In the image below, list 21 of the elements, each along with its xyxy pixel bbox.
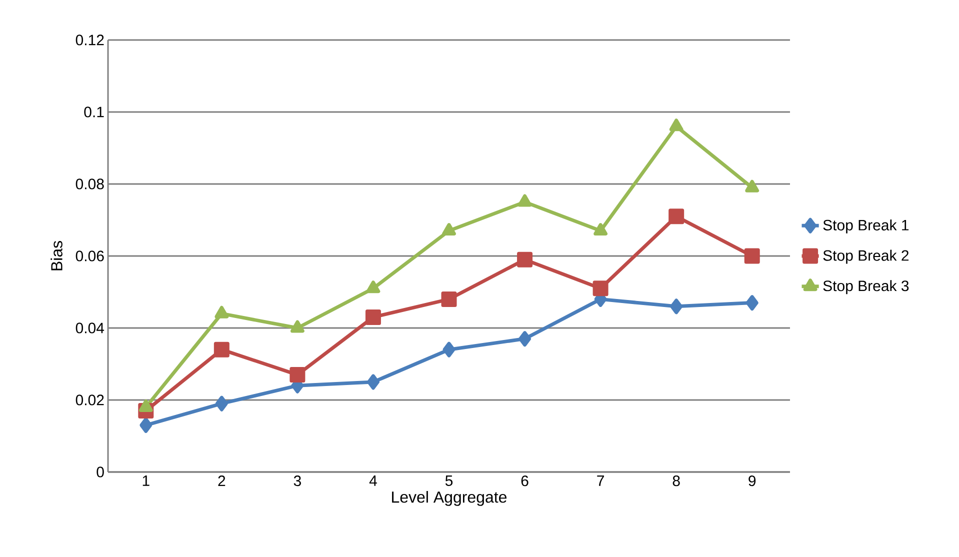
y-tick-label: 0.12	[76, 34, 104, 46]
x-tick-label: 2	[218, 476, 226, 486]
y-tick-label: 0.06	[76, 250, 104, 262]
x-tick-label: 7	[597, 476, 604, 486]
x-tick-label: 1	[142, 476, 150, 486]
x-tick-label: 4	[369, 476, 377, 486]
x-tick-label: 5	[445, 476, 453, 486]
x-tick-label: 9	[748, 476, 756, 486]
y-tick-label: 0.1	[84, 106, 104, 118]
legend-label: Stop Break 2	[823, 250, 909, 264]
legend-label: Stop Break 1	[823, 219, 909, 234]
y-tick-label: 0.02	[76, 394, 104, 406]
x-tick-label: 8	[672, 476, 680, 486]
x-tick-label: 6	[521, 476, 528, 486]
x-tick-label: 3	[294, 476, 301, 486]
y-tick-label: 0	[96, 466, 104, 478]
x-axis-title: Level Aggregate	[392, 491, 507, 506]
legend-label: Stop Break 3	[823, 280, 909, 294]
y-tick-label: 0.08	[76, 178, 104, 190]
y-tick-label: 0.04	[76, 322, 104, 334]
y-axis-title: Bias	[50, 241, 62, 270]
